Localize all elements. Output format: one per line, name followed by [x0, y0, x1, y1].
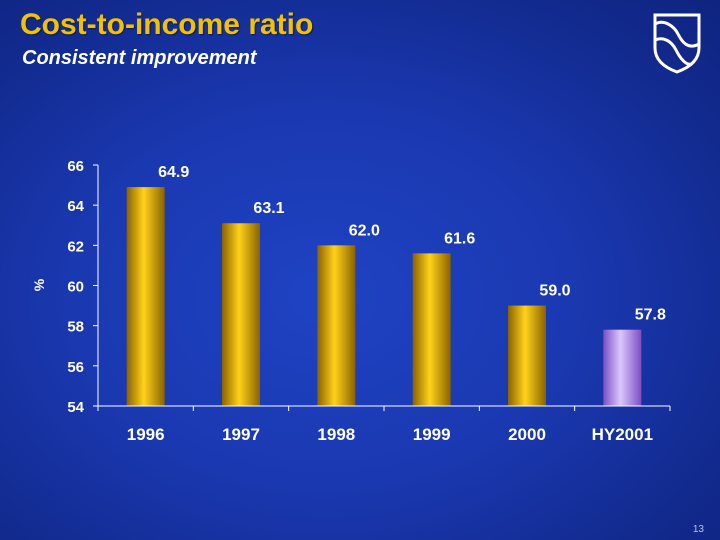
- data-label: 59.0: [539, 283, 570, 300]
- y-tick-label: 58: [67, 319, 84, 336]
- x-tick-label: 1997: [222, 425, 260, 444]
- bar-1997: [222, 223, 260, 406]
- shield-logo-icon: [653, 13, 701, 74]
- x-tick-label: 1998: [317, 425, 355, 444]
- y-tick-label: 56: [67, 359, 84, 376]
- y-axis-label: %: [31, 278, 47, 291]
- data-label: 61.6: [444, 230, 475, 247]
- bar-1999: [412, 253, 451, 406]
- bar-hy2001: [603, 329, 642, 406]
- slide-title: Cost-to-income ratio: [20, 8, 314, 41]
- bar-1998: [317, 245, 356, 406]
- x-tick-label: HY2001: [592, 425, 653, 444]
- data-label: 62.0: [349, 222, 380, 239]
- y-tick-label: 66: [67, 158, 84, 175]
- bar-1996: [126, 187, 165, 406]
- data-label: 64.9: [158, 164, 189, 181]
- bar-2000: [508, 305, 546, 406]
- data-label: 63.1: [253, 200, 284, 217]
- data-label: 57.8: [635, 307, 666, 324]
- y-tick-label: 54: [67, 399, 84, 416]
- x-tick-label: 1999: [413, 425, 451, 444]
- x-tick-label: 1996: [127, 425, 165, 444]
- slide-subtitle: Consistent improvement: [22, 47, 257, 69]
- page-number: 13: [692, 524, 704, 535]
- x-tick-label: 2000: [508, 425, 546, 444]
- y-tick-label: 64: [67, 198, 84, 215]
- y-tick-label: 60: [67, 279, 84, 296]
- y-tick-label: 62: [67, 238, 84, 255]
